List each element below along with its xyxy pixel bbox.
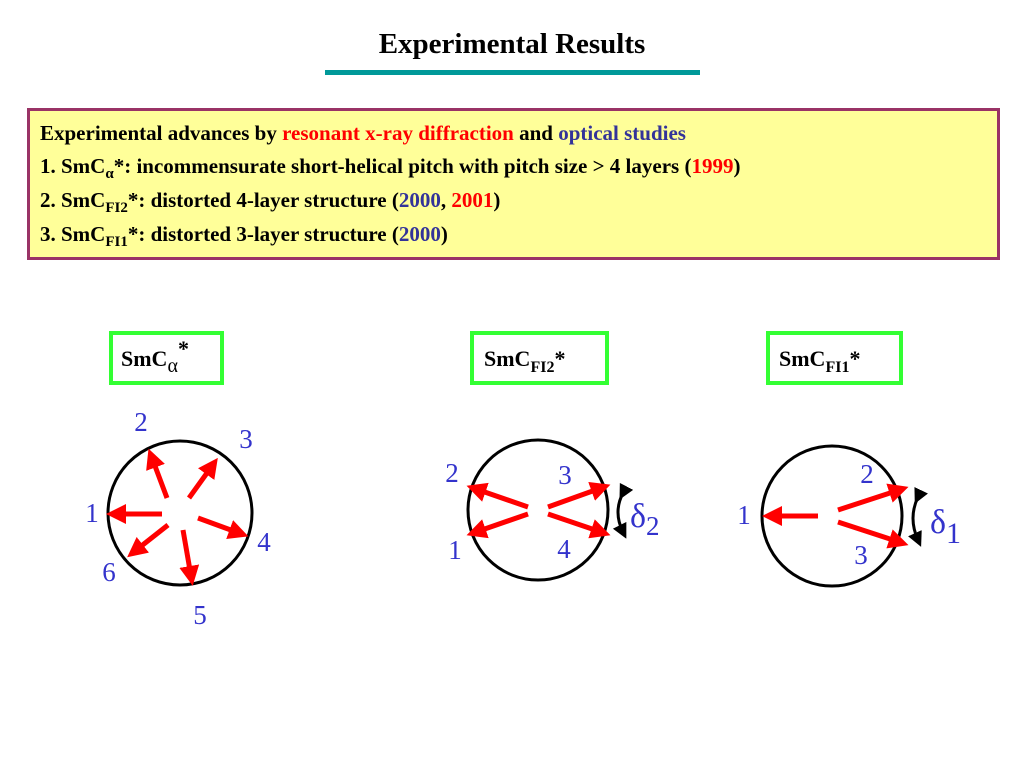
- circle: [466, 438, 610, 582]
- year: 2001: [451, 188, 494, 212]
- text: Experimental advances by: [40, 121, 277, 145]
- text: *: distorted 3-layer structure (: [127, 222, 399, 246]
- text: ): [493, 188, 501, 212]
- delta-label: δ2: [630, 498, 660, 541]
- subscript: FI2: [530, 359, 554, 376]
- arrow: [179, 529, 200, 586]
- arrow: [197, 515, 249, 539]
- subscript: α: [167, 355, 178, 377]
- arrow: [146, 448, 170, 499]
- layer-number: 6: [102, 557, 116, 587]
- text: ,: [440, 188, 447, 212]
- subscript: α: [105, 166, 114, 182]
- subscript: FI2: [105, 200, 128, 216]
- text: 1. SmC: [40, 154, 106, 178]
- arrow: [127, 523, 170, 558]
- subscript: FI1: [825, 359, 849, 376]
- text: SmC: [121, 346, 167, 371]
- text: 2. SmC: [40, 188, 106, 212]
- layer-number: 2: [860, 459, 874, 489]
- arrow: [837, 483, 909, 513]
- summary-line: 2. SmCFI2*: distorted 4-layer structure …: [40, 188, 501, 216]
- layer-number: 1: [448, 535, 462, 565]
- text: ): [440, 222, 448, 246]
- layer-number: 3: [854, 540, 868, 570]
- phase-label: SmCFI2*: [484, 346, 565, 376]
- text: and: [519, 121, 553, 145]
- arrow: [547, 511, 611, 539]
- year: 1999: [691, 154, 734, 178]
- superscript: *: [554, 346, 565, 371]
- summary-line: Experimental advances by resonant x-ray …: [40, 121, 686, 146]
- arrow: [547, 481, 611, 510]
- text: 3. SmC: [40, 222, 106, 246]
- title-underline: [325, 70, 700, 75]
- label-box: [766, 331, 903, 385]
- subscript: 1: [946, 517, 961, 550]
- layer-number: 4: [557, 534, 571, 564]
- year: 2000: [398, 222, 441, 246]
- layer-number: 2: [445, 458, 459, 488]
- layer-number: 5: [193, 600, 207, 630]
- superscript: *: [849, 346, 860, 371]
- label-box: [109, 331, 224, 385]
- arrow: [466, 482, 529, 510]
- symbol: δ: [630, 498, 646, 535]
- arrow: [837, 519, 909, 549]
- angle-arrow: [908, 487, 928, 547]
- arrow: [466, 511, 529, 539]
- angle-arrow: [612, 482, 634, 539]
- summary-line: 1. SmCα*: incommensurate short-helical p…: [40, 154, 741, 182]
- text: SmC: [779, 346, 825, 371]
- text: ): [733, 154, 741, 178]
- layer-number: 2: [134, 407, 148, 437]
- subscript: 2: [646, 511, 660, 541]
- slide-title: Experimental Results: [378, 28, 646, 60]
- text: resonant x-ray diffraction: [282, 121, 514, 145]
- text: *: incommensurate short-helical pitch wi…: [113, 154, 692, 178]
- superscript: *: [178, 336, 189, 361]
- layer-number: 1: [85, 498, 99, 528]
- text: SmC: [484, 346, 530, 371]
- subscript: FI1: [105, 234, 128, 250]
- phase-label: SmCFI1*: [779, 346, 860, 376]
- summary-line: 3. SmCFI1*: distorted 3-layer structure …: [40, 222, 448, 250]
- text: optical studies: [558, 121, 686, 145]
- layer-number: 4: [257, 527, 271, 557]
- phase-label: SmCα*: [121, 336, 189, 377]
- symbol: δ: [930, 504, 946, 541]
- summary-box: Experimental advances by resonant x-ray …: [27, 108, 1000, 260]
- delta-label: δ1: [930, 504, 961, 550]
- text: *: distorted 4-layer structure (: [127, 188, 399, 212]
- label-box: [470, 331, 609, 385]
- year: 2000: [398, 188, 441, 212]
- layer-number: 1: [737, 500, 751, 530]
- layer-number: 3: [239, 424, 253, 454]
- layer-number: 3: [558, 460, 572, 490]
- arrow: [186, 457, 218, 500]
